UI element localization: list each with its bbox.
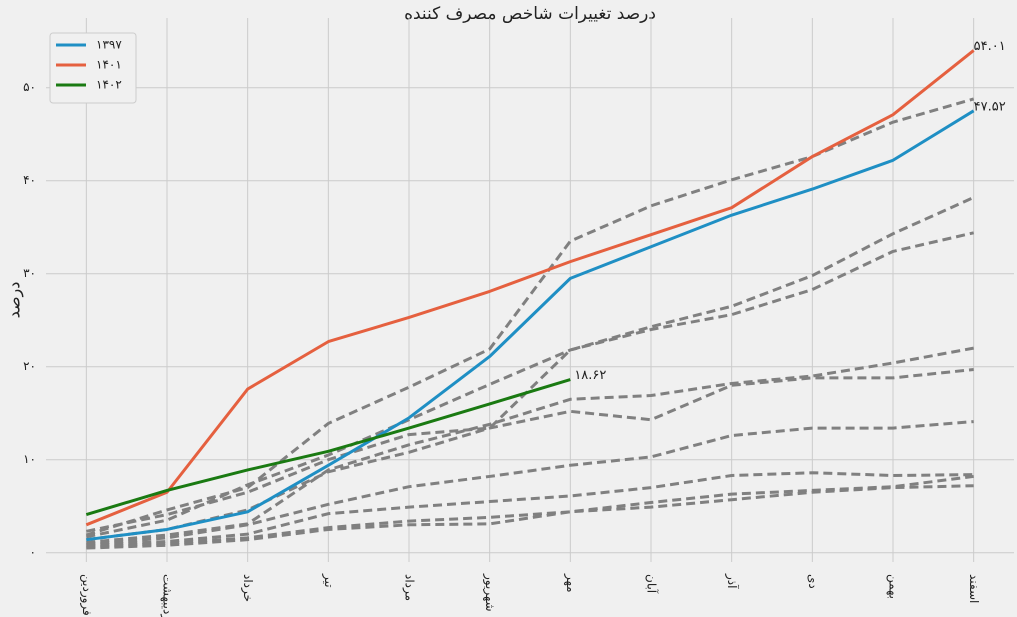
y-tick-label: ۰ <box>30 545 36 559</box>
y-tick-label: ۵۰ <box>23 80 36 94</box>
x-tick-label: اردیبهشت <box>160 574 175 617</box>
y-tick-label: ۱۰ <box>23 452 36 466</box>
x-tick-label: خرداد <box>240 574 255 602</box>
y-tick-label: ۲۰ <box>23 359 36 373</box>
legend-label: ۱۴۰۱ <box>96 58 122 72</box>
chart-title: درصد تغییرات شاخص مصرف کننده <box>404 4 656 24</box>
dashed-line <box>86 471 974 547</box>
x-tick-label: مرداد <box>402 574 417 601</box>
x-tick-label: آذر <box>724 573 740 589</box>
dashed-line <box>86 196 975 533</box>
x-tick-label: شهریور <box>482 573 497 612</box>
value-label: ۵۴.۰۱ <box>974 39 1006 54</box>
y-tick-label: ۴۰ <box>23 173 36 187</box>
x-tick-label: بهمن <box>886 574 901 599</box>
dashed-line <box>86 420 974 546</box>
value-label: ۱۸.۶۲ <box>574 368 606 383</box>
x-tick-label: فروردین <box>79 574 94 616</box>
legend: ۱۳۹۷ ۱۴۰۱ ۱۴۰۲ <box>49 32 137 104</box>
series-line <box>86 109 975 542</box>
y-tick-label: ۳۰ <box>23 266 36 280</box>
x-tick-label: آبان <box>645 574 660 594</box>
series-line <box>85 378 571 517</box>
dashed-line <box>86 346 974 544</box>
x-tick-label: تیر <box>321 573 336 588</box>
value-label: ۴۷.۵۲ <box>974 99 1006 114</box>
dashed-line <box>86 231 975 539</box>
series-line <box>85 49 975 527</box>
dashed-line <box>86 484 974 550</box>
dashed-line <box>86 474 974 549</box>
legend-label: ۱۴۰۲ <box>96 78 122 92</box>
x-tick-label: اسفند <box>967 574 981 603</box>
x-tick-label: مهر <box>563 573 578 593</box>
x-tick-label: دی <box>806 574 820 589</box>
y-axis-label: درصد <box>5 282 25 319</box>
legend-label: ۱۳۹۷ <box>96 38 122 52</box>
